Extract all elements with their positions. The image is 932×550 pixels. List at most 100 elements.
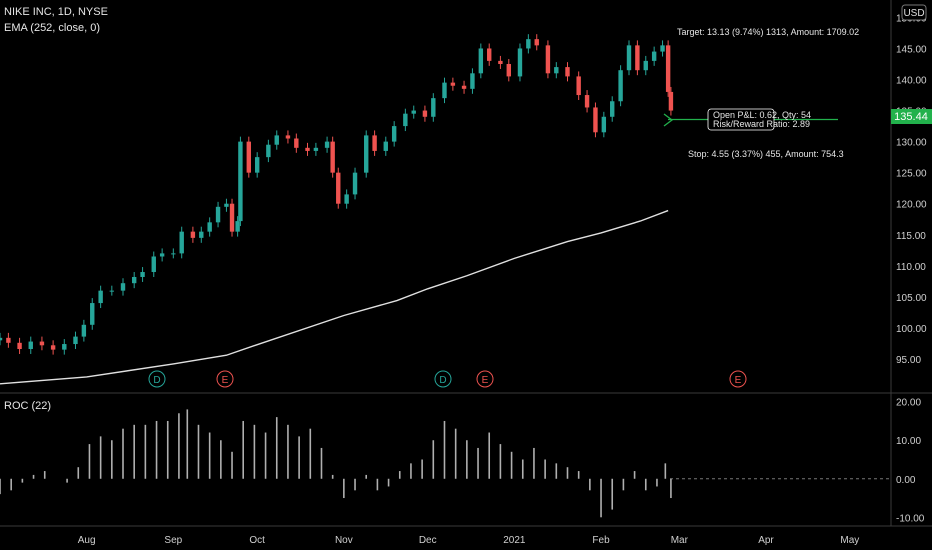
position-entry-marker: [663, 113, 674, 127]
earnings-badge[interactable]: [729, 370, 747, 388]
position-pnl-box[interactable]: [707, 108, 775, 131]
candle-body[interactable]: [626, 45, 632, 71]
candle-body[interactable]: [98, 290, 103, 304]
candle-body[interactable]: [411, 110, 416, 114]
candle-body[interactable]: [313, 147, 319, 151]
candle-body[interactable]: [324, 141, 330, 148]
candle-body[interactable]: [576, 76, 581, 96]
candle-body[interactable]: [224, 203, 229, 207]
ema-indicator-label[interactable]: EMA (252, close, 0): [4, 22, 100, 34]
candle-body[interactable]: [665, 45, 671, 92]
candle-body[interactable]: [517, 48, 523, 77]
candle-body[interactable]: [254, 157, 260, 173]
price-tick-label: 110.00: [896, 262, 926, 273]
open-pnl-label: Open P&L: 0.62, Qty: 54: [713, 110, 812, 120]
currency-badge[interactable]: [901, 4, 927, 21]
candle-body[interactable]: [305, 147, 310, 151]
candle-body[interactable]: [391, 126, 397, 142]
candle-body[interactable]: [140, 272, 145, 277]
candle-body[interactable]: [422, 110, 428, 117]
dividend-badge[interactable]: [148, 370, 166, 388]
candle-body[interactable]: [534, 39, 539, 46]
time-tick-label: Sep: [164, 535, 182, 546]
candle-body[interactable]: [81, 324, 87, 337]
candle-body[interactable]: [238, 141, 243, 222]
candle-body[interactable]: [442, 82, 447, 99]
roc-indicator-label[interactable]: ROC (22): [4, 400, 52, 412]
candle-body[interactable]: [431, 98, 436, 117]
price-tick-label: 140.00: [896, 76, 927, 87]
candle-body[interactable]: [651, 51, 657, 61]
candle-body[interactable]: [635, 45, 640, 71]
candle-body[interactable]: [246, 141, 252, 173]
candle-body[interactable]: [487, 48, 492, 61]
candle-body[interactable]: [120, 283, 126, 291]
earnings-badge[interactable]: [476, 370, 494, 388]
candle-body[interactable]: [506, 63, 511, 77]
candle-body[interactable]: [478, 48, 484, 74]
candle-body[interactable]: [660, 45, 665, 52]
candle-body[interactable]: [285, 135, 291, 139]
candle-body[interactable]: [294, 138, 299, 148]
candle-body[interactable]: [364, 135, 369, 173]
candle-body[interactable]: [151, 256, 156, 273]
candle-body[interactable]: [498, 60, 503, 64]
earnings-badge-letter: E: [482, 375, 489, 386]
candle-body[interactable]: [554, 67, 559, 74]
candle-body[interactable]: [344, 194, 349, 204]
price-tick-label: 115.00: [896, 231, 926, 242]
earnings-badge[interactable]: [216, 370, 234, 388]
candle-body[interactable]: [73, 336, 78, 345]
candle-body[interactable]: [199, 231, 204, 238]
candle-body[interactable]: [336, 172, 341, 204]
candle-body[interactable]: [545, 45, 551, 74]
candle-body[interactable]: [610, 101, 615, 117]
candle-body[interactable]: [601, 116, 607, 133]
candle-body[interactable]: [229, 203, 235, 232]
candle-body[interactable]: [403, 113, 408, 127]
candle-body[interactable]: [171, 253, 176, 255]
candle-body[interactable]: [50, 345, 56, 350]
candle-body[interactable]: [159, 253, 165, 257]
candle-body[interactable]: [470, 73, 475, 89]
candle-body[interactable]: [131, 276, 137, 284]
candle-body[interactable]: [461, 85, 467, 89]
candle-body[interactable]: [450, 82, 456, 86]
candle-body[interactable]: [274, 135, 279, 145]
candle-body[interactable]: [565, 67, 570, 77]
price-tick-label: 130.00: [896, 138, 927, 149]
candle-body[interactable]: [215, 206, 221, 223]
candle-body[interactable]: [235, 221, 240, 232]
symbol-title[interactable]: NIKE INC, 1D, NYSE: [4, 6, 108, 18]
candle-body[interactable]: [618, 70, 623, 102]
candle-body[interactable]: [352, 172, 358, 195]
candle-body[interactable]: [584, 95, 590, 108]
candle-body[interactable]: [39, 341, 45, 346]
candle-body[interactable]: [90, 303, 95, 325]
candle-body[interactable]: [28, 341, 33, 350]
candle-body[interactable]: [109, 290, 115, 292]
ema-line[interactable]: [0, 209, 669, 385]
candle-body[interactable]: [17, 342, 22, 350]
candle-body[interactable]: [0, 337, 3, 341]
roc-tick-label: 20.00: [896, 398, 921, 409]
candle-body[interactable]: [190, 231, 196, 238]
candle-body[interactable]: [330, 141, 335, 173]
candle-body[interactable]: [62, 344, 67, 350]
dividend-badge[interactable]: [434, 370, 452, 388]
earnings-badge-letter: E: [222, 375, 229, 386]
candle-body[interactable]: [6, 337, 11, 343]
candle-body[interactable]: [207, 222, 212, 232]
candle-body[interactable]: [643, 60, 648, 71]
candle-body[interactable]: [372, 135, 377, 151]
candle-body[interactable]: [383, 141, 388, 151]
candle-body[interactable]: [593, 107, 598, 133]
candle-body[interactable]: [526, 39, 531, 49]
candle-body[interactable]: [179, 231, 184, 254]
candle-body[interactable]: [668, 91, 674, 111]
time-tick-label: Apr: [758, 535, 774, 546]
time-tick-label: Feb: [592, 535, 610, 546]
time-tick-label: Oct: [249, 535, 265, 546]
candle-body[interactable]: [266, 144, 271, 158]
